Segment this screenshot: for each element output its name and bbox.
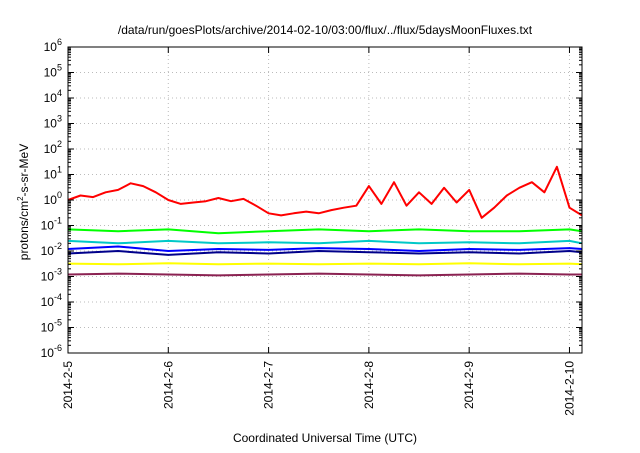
y-tick-label: 101 xyxy=(44,165,62,182)
series-line-7 xyxy=(67,272,582,277)
y-tick-label-base: 10 xyxy=(44,91,58,105)
y-tick-label-base: 10 xyxy=(41,346,55,360)
series-line-6 xyxy=(67,262,583,266)
y-tick-label: 100 xyxy=(44,190,62,207)
series-line-5 xyxy=(67,250,583,256)
x-tick-label: 2014-2-5 xyxy=(61,361,75,409)
y-tick-label-base: 10 xyxy=(44,193,58,207)
y-tick-label-base: 10 xyxy=(41,219,55,233)
grid-layer xyxy=(67,46,582,354)
x-tick-label: 2014-2-10 xyxy=(562,361,576,416)
y-tick-label-base: 10 xyxy=(44,117,58,131)
y-tick-label-base: 10 xyxy=(44,40,58,54)
y-tick-label-base: 10 xyxy=(44,66,58,80)
series-line-3 xyxy=(67,239,583,245)
y-tick-label: 103 xyxy=(44,114,62,131)
y-axis-label-rest: -s-sr-MeV xyxy=(17,144,31,197)
y-tick-label: 10-2 xyxy=(41,241,62,258)
y-tick-label-exponent: 2 xyxy=(57,139,62,149)
y-tick-label-exponent: -1 xyxy=(54,216,62,226)
y-tick-label-exponent: -4 xyxy=(54,292,62,302)
axis-layer: 10-610-510-410-310-210-11001011021031041… xyxy=(41,37,583,416)
y-tick-label-base: 10 xyxy=(41,270,55,284)
y-tick-label-exponent: 5 xyxy=(57,63,62,73)
y-tick-label-exponent: -6 xyxy=(54,343,62,353)
x-axis-label: Coordinated Universal Time (UTC) xyxy=(233,431,417,445)
y-tick-label-exponent: -2 xyxy=(54,241,62,251)
y-tick-label: 10-1 xyxy=(41,216,62,233)
series-line-4 xyxy=(67,245,583,252)
y-axis-label: protons/cm2-s-sr-MeV xyxy=(16,144,31,260)
y-tick-label-exponent: 6 xyxy=(57,37,62,47)
y-tick-label-base: 10 xyxy=(41,244,55,258)
y-tick-label: 10-6 xyxy=(41,343,62,360)
series-layer xyxy=(67,165,583,277)
y-tick-label-exponent: 3 xyxy=(57,114,62,124)
y-tick-label-base: 10 xyxy=(41,295,55,309)
y-tick-label-exponent: -5 xyxy=(54,318,62,328)
y-tick-label: 102 xyxy=(44,139,62,156)
y-axis-label-sup: 2 xyxy=(16,196,25,201)
x-tick-label: 2014-2-8 xyxy=(362,361,376,409)
y-tick-label: 106 xyxy=(44,37,62,54)
y-tick-label: 10-4 xyxy=(41,292,62,309)
y-tick-label: 10-5 xyxy=(41,318,62,335)
chart-title: /data/run/goesPlots/archive/2014-02-10/0… xyxy=(118,23,533,37)
y-tick-label-exponent: -3 xyxy=(54,267,62,277)
y-tick-label-exponent: 4 xyxy=(57,88,62,98)
y-tick-label-base: 10 xyxy=(44,142,58,156)
y-tick-label-base: 10 xyxy=(44,168,58,182)
y-axis-label-base: protons/cm xyxy=(17,201,31,260)
y-tick-label-exponent: 0 xyxy=(57,190,62,200)
y-tick-label: 105 xyxy=(44,63,62,80)
y-tick-label: 10-3 xyxy=(41,267,62,284)
series-line-2 xyxy=(67,228,583,235)
y-tick-label-base: 10 xyxy=(41,321,55,335)
y-tick-label-exponent: 1 xyxy=(57,165,62,175)
y-tick-label: 104 xyxy=(44,88,62,105)
series-line-1 xyxy=(67,165,583,219)
x-tick-label: 2014-2-6 xyxy=(161,361,175,409)
x-tick-label: 2014-2-9 xyxy=(462,361,476,409)
x-tick-label: 2014-2-7 xyxy=(262,361,276,409)
